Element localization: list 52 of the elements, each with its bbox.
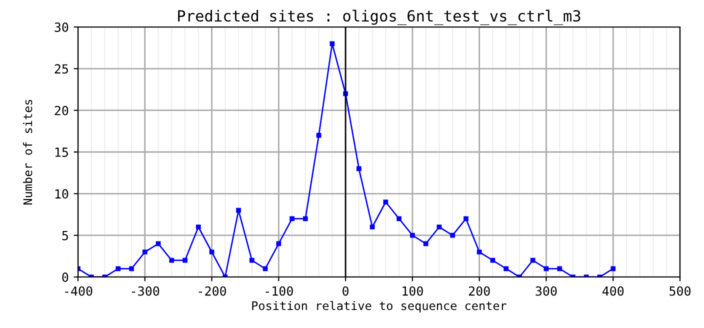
point <box>557 266 562 272</box>
point <box>129 266 134 272</box>
point <box>490 258 496 263</box>
y-tick-label: 5 <box>62 231 68 240</box>
point <box>330 41 335 46</box>
point <box>383 200 388 204</box>
point <box>156 241 161 246</box>
point <box>396 216 402 222</box>
x-axis-title: Position relative to sequence center <box>252 300 506 312</box>
point <box>356 166 362 172</box>
x-tick-label: 300 <box>536 286 557 296</box>
point <box>116 266 121 272</box>
x-tick-label: -300 <box>132 286 160 296</box>
point <box>169 258 174 263</box>
y-tick-label: 20 <box>54 106 68 116</box>
x-tick-label: -400 <box>65 286 92 296</box>
y-tick-label: 10 <box>55 189 68 199</box>
x-tick-label: 100 <box>402 286 423 296</box>
point <box>544 266 549 272</box>
point <box>370 224 375 230</box>
x-tick-label: -100 <box>266 286 293 296</box>
point <box>316 132 322 138</box>
point <box>504 266 509 272</box>
point <box>209 250 214 254</box>
x-tick-label: -200 <box>198 286 226 296</box>
x-tick-label: 400 <box>602 286 624 296</box>
point <box>464 216 468 222</box>
y-tick-label: 25 <box>54 64 68 74</box>
y-axis-title: Number of sites <box>23 100 32 205</box>
y-tick-label: 15 <box>55 148 68 157</box>
point <box>410 232 415 238</box>
point <box>290 216 294 222</box>
point <box>249 258 254 263</box>
point <box>476 250 482 254</box>
point <box>610 266 616 272</box>
point <box>236 208 241 213</box>
y-tick-label: 30 <box>54 22 68 32</box>
x-tick-label: 0 <box>342 286 349 296</box>
point <box>142 250 148 254</box>
point <box>262 266 268 272</box>
x-tick-label: 200 <box>468 286 490 296</box>
point <box>423 241 428 246</box>
point <box>302 216 308 222</box>
point <box>182 258 188 263</box>
y-tick-label: 0 <box>62 272 68 282</box>
point <box>196 224 201 230</box>
point <box>276 241 282 246</box>
point <box>450 232 456 238</box>
chart-title: Predicted sites : oligos_6nt_test_vs_ctrl_m3 <box>178 10 580 26</box>
x-tick-label: 500 <box>670 286 690 296</box>
point <box>436 224 442 230</box>
point <box>530 258 536 263</box>
